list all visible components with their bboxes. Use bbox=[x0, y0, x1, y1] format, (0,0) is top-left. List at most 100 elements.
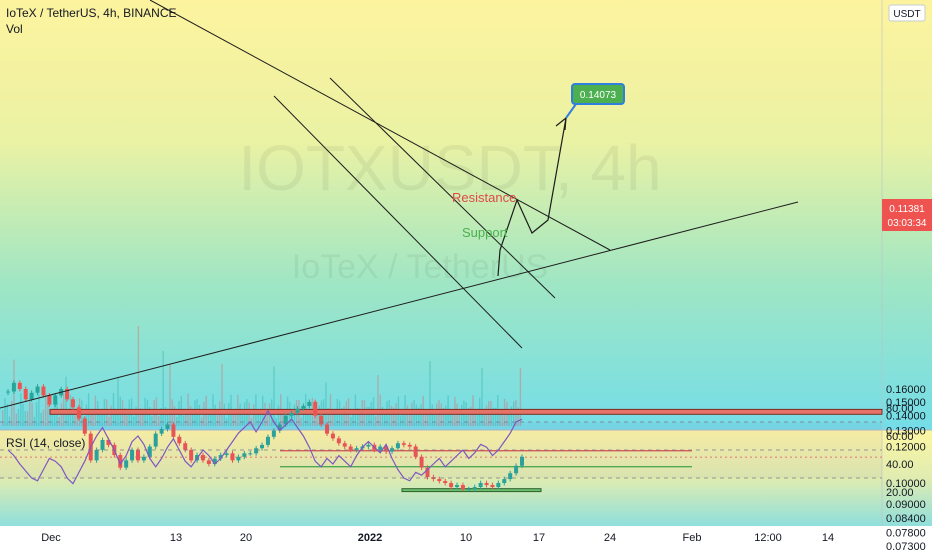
target-price-label: 0.14073 bbox=[580, 90, 617, 101]
main-pane-background bbox=[0, 0, 932, 430]
candle-body bbox=[23, 389, 28, 400]
volume-bar bbox=[384, 412, 386, 426]
candle-body bbox=[336, 438, 341, 444]
volume-bar bbox=[241, 411, 244, 426]
volume-bar bbox=[210, 410, 212, 426]
volume-bar bbox=[366, 407, 368, 426]
time-axis-tick: 14 bbox=[822, 532, 834, 544]
candle-body bbox=[147, 446, 152, 457]
rsi-axis-tick: 60.00 bbox=[886, 431, 914, 443]
volume-indicator-label[interactable]: Vol bbox=[6, 22, 23, 36]
volume-bar bbox=[325, 382, 327, 426]
volume-bar bbox=[176, 416, 178, 426]
descending-trendline bbox=[149, 0, 611, 251]
volume-bar bbox=[29, 398, 31, 426]
long-trendline bbox=[0, 201, 799, 409]
volume-bar bbox=[352, 409, 354, 426]
candle-body bbox=[514, 465, 519, 474]
volume-bar bbox=[501, 413, 504, 426]
volume-bar bbox=[58, 417, 60, 426]
time-axis-tick: 20 bbox=[240, 532, 252, 544]
candle-body bbox=[94, 449, 99, 461]
candle-body bbox=[200, 455, 205, 461]
candle-body bbox=[118, 455, 123, 468]
support-label: Support bbox=[462, 225, 508, 240]
volume-bar bbox=[45, 393, 47, 426]
time-axis-tick: 10 bbox=[460, 532, 472, 544]
volume-bar bbox=[343, 406, 345, 426]
volume-bar bbox=[92, 411, 94, 426]
candle-body bbox=[319, 415, 324, 425]
volume-bar bbox=[368, 407, 370, 426]
volume-bar bbox=[167, 412, 169, 426]
watermark-ticker: IOTXUSDT, 4h bbox=[238, 132, 661, 204]
target-price-box[interactable]: 0.14073 bbox=[571, 83, 625, 105]
time-axis-tick: Dec bbox=[41, 532, 61, 544]
candle-body bbox=[212, 458, 217, 464]
candle-body bbox=[224, 453, 229, 456]
candle-body bbox=[29, 392, 34, 400]
volume-bar bbox=[420, 404, 422, 426]
volume-bar bbox=[164, 407, 167, 426]
candle-body bbox=[460, 485, 465, 490]
volume-bar bbox=[436, 403, 438, 426]
candle-body bbox=[508, 473, 513, 480]
candle-body bbox=[490, 485, 495, 488]
volume-bar bbox=[169, 363, 171, 426]
volume-bar bbox=[4, 398, 6, 426]
volume-bar bbox=[381, 406, 384, 426]
volume-bar bbox=[492, 407, 494, 426]
volume-bar bbox=[223, 403, 225, 426]
currency-badge[interactable]: USDT bbox=[888, 4, 926, 22]
volume-bar bbox=[433, 412, 436, 426]
candle-body bbox=[277, 424, 282, 431]
volume-bar bbox=[135, 406, 137, 426]
currency-label: USDT bbox=[893, 9, 920, 20]
volume-bar bbox=[216, 411, 219, 426]
drawings bbox=[0, 0, 799, 409]
candle-body bbox=[82, 418, 87, 434]
volume-bar bbox=[293, 404, 296, 426]
symbol-header[interactable]: IoTeX / TetherUS, 4h, BINANCE bbox=[6, 6, 177, 20]
volume-bar bbox=[485, 405, 488, 426]
candle-body bbox=[130, 449, 135, 461]
candle-body bbox=[289, 412, 294, 416]
candle-body bbox=[183, 443, 188, 450]
candle-body bbox=[484, 483, 489, 486]
volume-bar bbox=[456, 403, 458, 426]
candle-body bbox=[348, 446, 353, 450]
volume-bar bbox=[126, 415, 128, 426]
volume-bar bbox=[67, 410, 69, 426]
volume-bar bbox=[257, 412, 259, 426]
volume-bar bbox=[302, 406, 305, 426]
candle-body bbox=[106, 439, 111, 445]
volume-bar bbox=[409, 412, 411, 426]
rsi-indicator-label[interactable]: RSI (14, close) bbox=[6, 436, 86, 450]
volume-bar bbox=[474, 412, 476, 426]
price-axis-tick: 0.09000 bbox=[886, 499, 926, 511]
candle-body bbox=[260, 444, 265, 449]
candle-body bbox=[248, 453, 253, 455]
volume-bar bbox=[519, 368, 522, 426]
volume-bar bbox=[309, 412, 311, 426]
candle-body bbox=[455, 485, 460, 488]
volume-bar bbox=[300, 417, 302, 426]
volume-bar bbox=[185, 409, 187, 426]
volume-bar bbox=[508, 410, 510, 426]
candle-body bbox=[70, 399, 75, 408]
volume-bar bbox=[494, 407, 497, 426]
candle-body bbox=[206, 460, 211, 464]
price-axis-tick: 0.16000 bbox=[886, 384, 926, 396]
volume-bar bbox=[139, 408, 142, 426]
volume-bar bbox=[461, 404, 463, 426]
volume-bar bbox=[207, 414, 210, 426]
candle-body bbox=[325, 424, 330, 434]
volume-bar bbox=[253, 404, 255, 426]
volume-bar bbox=[35, 402, 38, 426]
last-price-tag: 0.11381 03:03:34 bbox=[882, 199, 932, 231]
volume-bar bbox=[357, 407, 359, 426]
volume-bar bbox=[282, 411, 284, 426]
volume-bar bbox=[232, 413, 234, 426]
